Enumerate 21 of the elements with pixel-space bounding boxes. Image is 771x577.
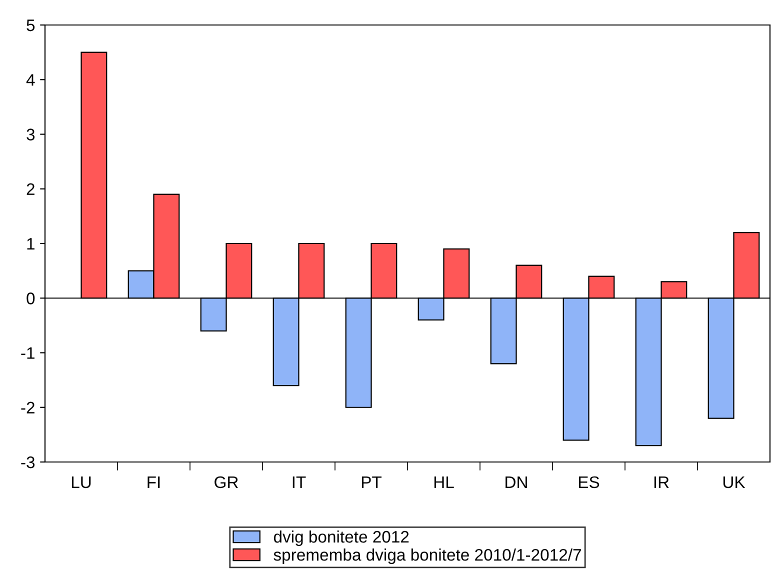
y-tick-label: 0 xyxy=(26,292,35,304)
x-tick-label: GR xyxy=(214,476,238,488)
legend-label: dvig bonitete 2012 xyxy=(274,530,409,546)
x-tick-label: UK xyxy=(723,476,746,488)
y-tick-label: -3 xyxy=(21,456,35,468)
y-tick-label: -1 xyxy=(21,347,34,359)
y-tick-label: 5 xyxy=(26,20,35,32)
x-tick-label: FI xyxy=(148,476,160,488)
x-tick-label: IR xyxy=(654,476,669,488)
x-tick-label: HL xyxy=(434,476,454,488)
x-tick-label: DN xyxy=(506,476,527,488)
x-tick-label: PT xyxy=(362,476,382,488)
y-tick-label: 3 xyxy=(26,128,35,140)
legend-label: sprememba dviga bonitete 2010/1-2012/7 xyxy=(274,548,581,564)
y-tick-label: 1 xyxy=(27,238,34,250)
y-tick-label: 2 xyxy=(26,183,34,195)
x-tick-label: LU xyxy=(72,476,91,488)
y-tick-label: -2 xyxy=(21,402,34,414)
x-tick-label: IT xyxy=(292,476,306,488)
x-tick-label: ES xyxy=(579,476,600,488)
y-tick-label: 4 xyxy=(26,74,35,86)
